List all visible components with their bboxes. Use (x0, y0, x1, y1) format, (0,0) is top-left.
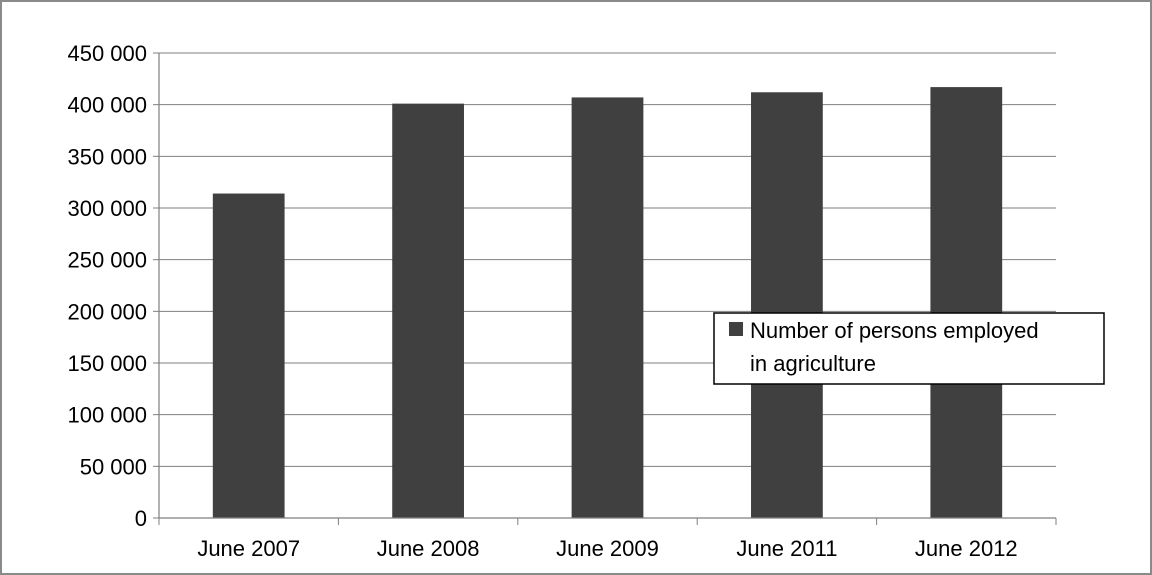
bars (212, 87, 1003, 519)
bar (392, 103, 464, 518)
x-tick-labels: June 2007 June 2008 June 2009 June 2011 June… (197, 536, 1017, 561)
y-tick-label: 300 000 (67, 196, 147, 221)
bar (751, 92, 823, 519)
legend-box (713, 312, 1105, 385)
y-tick-label: 50 000 (80, 454, 147, 479)
legend-swatch (729, 322, 743, 336)
bar (212, 193, 285, 519)
y-tick-label: 400 000 (67, 93, 147, 118)
x-tick-label: June 2012 (915, 536, 1018, 561)
y-tick-label: 0 (135, 506, 147, 531)
legend-label-line-1: Number of persons employed (750, 318, 1039, 343)
y-tick-labels: 0 50 000 100 000 150 000 200 000 250 000 300 0… (67, 41, 147, 531)
y-tick-label: 200 000 (67, 299, 147, 324)
y-tick-label: 350 000 (67, 144, 147, 169)
legend: Number of persons employed in agricultur… (713, 312, 1105, 385)
x-tick-label: June 2011 (736, 536, 837, 561)
y-tick-label: 450 000 (67, 41, 147, 66)
axes (153, 52, 1057, 525)
y-tick-label: 250 000 (67, 248, 147, 273)
x-tick-label: June 2009 (556, 536, 659, 561)
bar (930, 87, 1003, 518)
x-tick-label: June 2007 (197, 536, 300, 561)
y-tick-label: 150 000 (67, 351, 147, 376)
y-tick-label: 100 000 (67, 403, 147, 428)
legend-label-line-2: in agriculture (750, 351, 876, 376)
x-tick-label: June 2008 (377, 536, 480, 561)
bar (571, 97, 644, 518)
